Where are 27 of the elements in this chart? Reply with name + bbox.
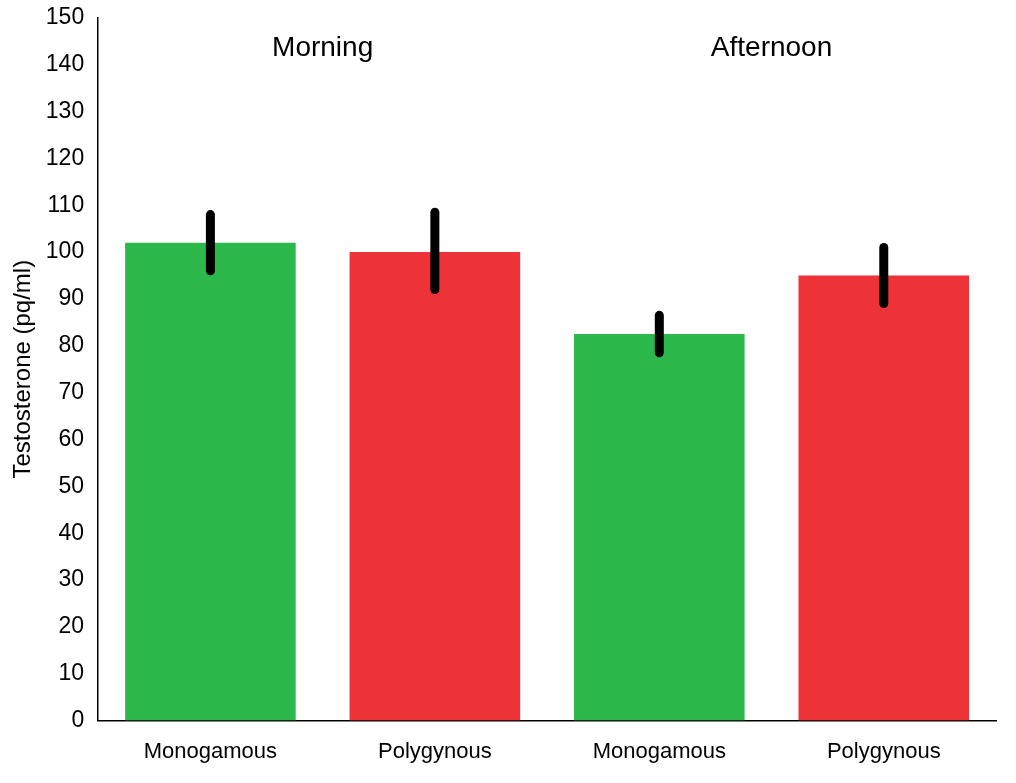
y-tick-label: 90	[58, 284, 85, 311]
annotation: Afternoon	[710, 30, 833, 62]
bar	[125, 242, 296, 721]
bar	[349, 252, 521, 721]
y-tick-label: 0	[71, 705, 85, 732]
y-tick-label: 130	[45, 96, 85, 123]
y-tick-label: 100	[45, 237, 85, 264]
annotation: Morning	[272, 30, 374, 62]
y-tick-label: 50	[58, 471, 85, 498]
x-tick-label: Monogamous	[143, 737, 278, 763]
x-tick-label: Polygynous	[826, 737, 941, 763]
x-tick-label: Monogamous	[592, 737, 726, 763]
bar	[798, 275, 970, 721]
y-tick-label: 70	[58, 377, 85, 404]
y-tick-label: 30	[58, 565, 85, 592]
y-tick-label: 40	[58, 518, 85, 545]
y-tick-label: 120	[45, 143, 85, 170]
y-tick-label: 10	[58, 659, 85, 686]
y-tick-label: 60	[58, 424, 85, 451]
x-tick-label: Polygynous	[377, 737, 492, 763]
y-tick-label: 140	[45, 50, 85, 76]
bar	[574, 334, 745, 721]
y-tick-label: 80	[58, 331, 85, 358]
y-tick-label: 150	[45, 3, 85, 30]
y-tick-label: 110	[47, 190, 85, 217]
y-axis-title: Testosterone (pq/ml)	[8, 259, 36, 479]
y-tick-label: 20	[58, 612, 85, 639]
